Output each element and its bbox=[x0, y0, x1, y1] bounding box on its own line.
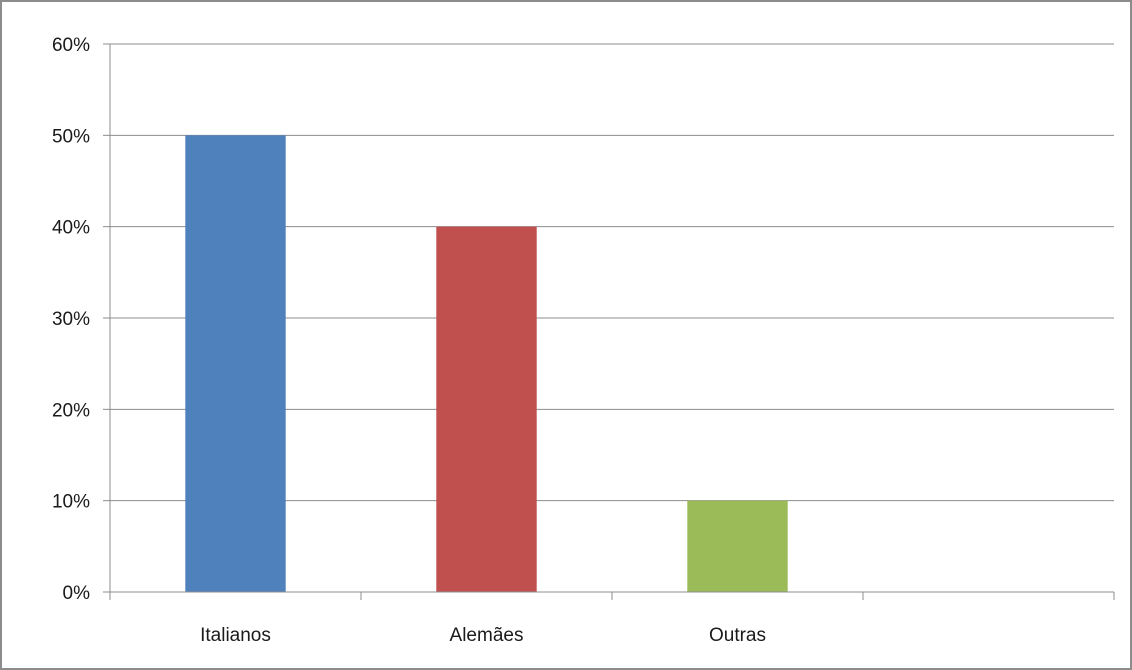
y-tick-label: 40% bbox=[52, 218, 90, 239]
bar-3 bbox=[687, 500, 788, 592]
x-tick-label: Italianos bbox=[200, 625, 271, 646]
y-tick-label: 10% bbox=[52, 492, 90, 513]
x-tick-label: Alemães bbox=[450, 625, 524, 646]
y-tick-label: 0% bbox=[63, 583, 91, 604]
axes bbox=[103, 43, 1115, 600]
bar-2 bbox=[436, 226, 537, 592]
y-tick-label: 50% bbox=[52, 126, 90, 147]
y-tick-label: 30% bbox=[52, 309, 90, 330]
bar-1 bbox=[185, 135, 286, 593]
tick-labels: 0% 10% 20% 30% 40% 50% 60% Italianos Alemães Outr… bbox=[52, 35, 766, 646]
y-tick-label: 60% bbox=[52, 35, 90, 56]
y-tick-label: 20% bbox=[52, 400, 90, 421]
bars bbox=[185, 135, 788, 593]
x-tick-label: Outras bbox=[709, 625, 766, 646]
